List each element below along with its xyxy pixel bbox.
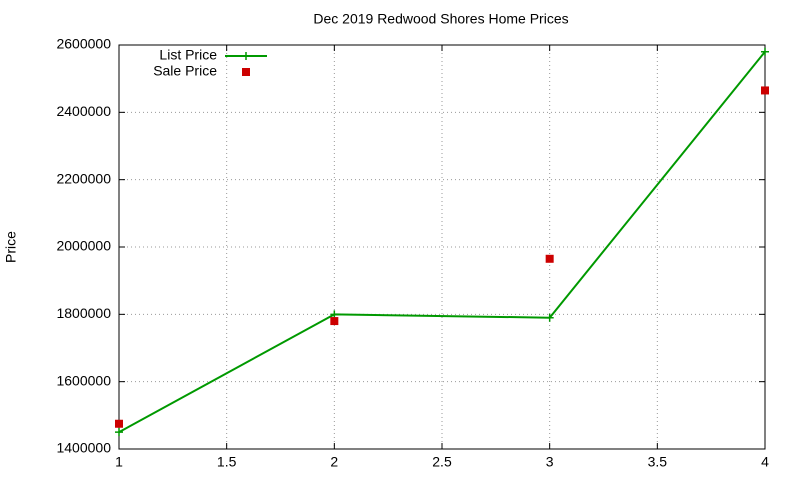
y-axis-label: Price: [3, 231, 19, 263]
y-tick-label: 1600000: [56, 372, 111, 388]
point-marker: [545, 313, 554, 322]
y-tick-label: 2000000: [56, 238, 111, 254]
point-marker: [330, 310, 339, 319]
legend-label: List Price: [159, 47, 217, 63]
x-tick-label: 2: [330, 454, 338, 470]
legend-label: Sale Price: [153, 63, 217, 79]
x-tick-label: 4: [761, 454, 769, 470]
point-marker: [761, 86, 769, 95]
y-tick-label: 2400000: [56, 103, 111, 119]
chart-title: Dec 2019 Redwood Shores Home Prices: [313, 11, 568, 27]
y-tick-label: 1800000: [56, 305, 111, 321]
point-marker: [761, 47, 769, 56]
series-line: [118, 51, 766, 434]
x-tick-label: 1: [115, 454, 123, 470]
point-marker: [545, 254, 554, 263]
legend-marker: [242, 68, 250, 76]
point-marker: [115, 428, 123, 437]
point-marker: [115, 419, 123, 428]
y-tick-label: 2200000: [56, 170, 111, 186]
x-tick-label: 1.5: [217, 454, 237, 470]
plot-frame: [118, 44, 766, 450]
y-tick-label: 2600000: [56, 36, 111, 52]
legend-marker: [242, 52, 250, 60]
x-tick-label: 3: [546, 454, 554, 470]
x-tick-label: 3.5: [648, 454, 668, 470]
x-tick-label: 2.5: [432, 454, 452, 470]
point-marker: [330, 317, 339, 326]
y-tick-label: 1400000: [56, 440, 111, 456]
